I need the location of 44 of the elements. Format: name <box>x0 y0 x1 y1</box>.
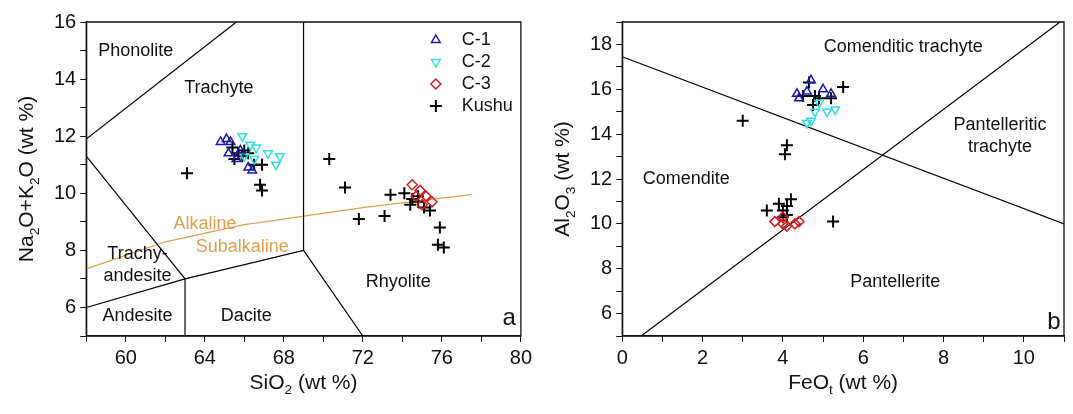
x-tick-label: 64 <box>193 345 216 368</box>
x-tick-label: 0 <box>616 345 628 368</box>
y-tick-label: 6 <box>601 301 613 324</box>
y-tick-label: 18 <box>590 31 613 54</box>
y-tick-label: 10 <box>54 180 77 203</box>
legend-label: C-1 <box>461 28 491 49</box>
y-tick-label: 14 <box>590 121 613 144</box>
legend-label: Kushu <box>461 94 513 115</box>
annotation: Subalkaline <box>195 236 289 257</box>
annotation: Phonolite <box>98 39 174 60</box>
x-tick-label: 4 <box>777 345 789 368</box>
annotation: Alkaline <box>173 213 237 234</box>
annotation: b <box>1047 307 1061 335</box>
annotation: a <box>502 303 517 331</box>
y-tick-label: 8 <box>65 237 77 260</box>
y-tick-label: 14 <box>54 66 77 89</box>
legend-label: C-2 <box>461 50 491 71</box>
annotation: Dacite <box>220 304 272 325</box>
annotation: Pantellerite <box>850 271 941 292</box>
y-tick-label: 6 <box>65 294 77 317</box>
x-tick-label: 76 <box>430 345 453 368</box>
x-axis-title: SiO$_{2}$ (wt %) <box>249 370 358 398</box>
x-tick-label: 6 <box>857 345 869 368</box>
y-tick-label: 12 <box>590 166 613 189</box>
x-tick-label: 60 <box>114 345 137 368</box>
x-tick-label: 80 <box>509 345 532 368</box>
legend-label: C-3 <box>461 72 491 93</box>
x-tick-label: 10 <box>1012 345 1035 368</box>
annotation: Comenditic trachyte <box>823 35 983 56</box>
annotation: Pantelleritic trachyte <box>953 114 1047 157</box>
y-tick-label: 16 <box>54 9 77 32</box>
x-tick-label: 68 <box>272 345 295 368</box>
y-tick-label: 12 <box>54 123 77 146</box>
y-tick-label: 10 <box>590 211 613 234</box>
annotation: Rhyolite <box>365 270 431 291</box>
x-axis-title: FeO$_{t}$ (wt %) <box>788 370 899 398</box>
annotation: Comendite <box>642 167 730 188</box>
y-tick-label: 8 <box>601 256 613 279</box>
annotation: Andesite <box>102 304 173 325</box>
x-tick-label: 2 <box>697 345 709 368</box>
y-tick-label: 16 <box>590 76 613 99</box>
x-tick-label: 8 <box>937 345 950 368</box>
x-tick-label: 72 <box>351 345 374 368</box>
annotation: Trachyte <box>184 76 254 97</box>
